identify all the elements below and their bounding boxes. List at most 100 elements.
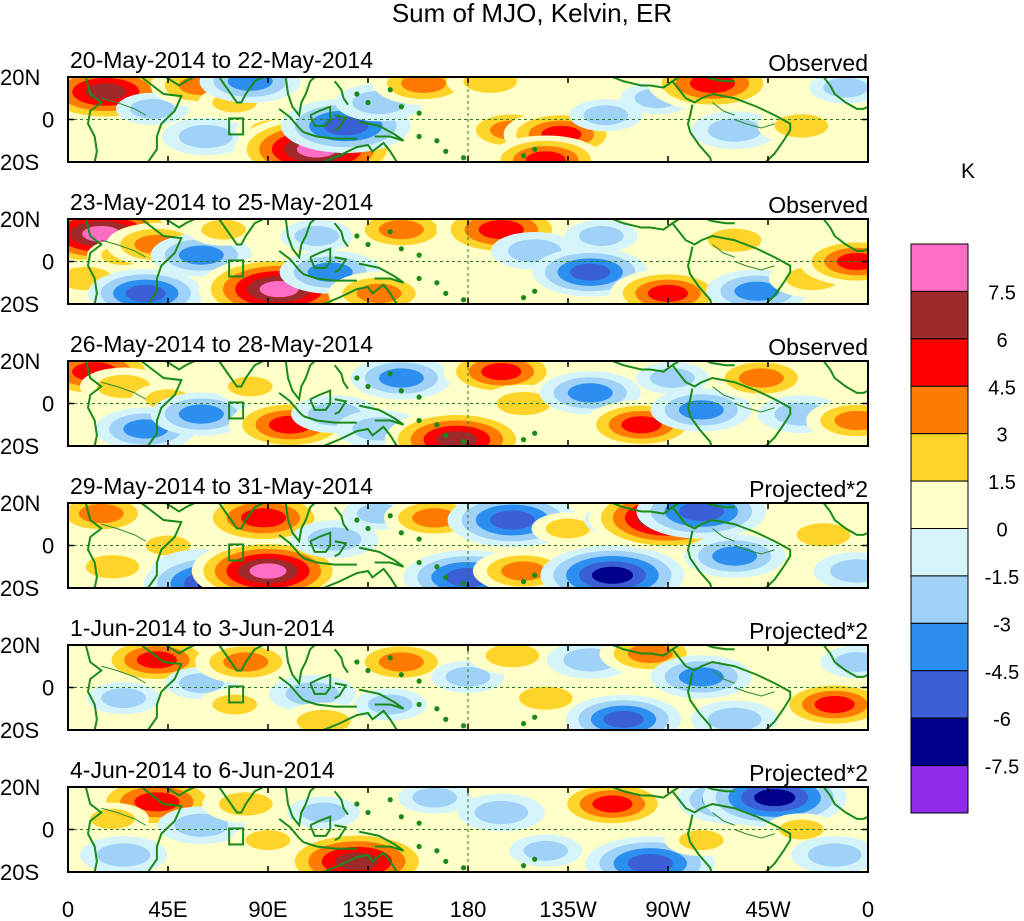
colorbar-unit-label: K: [961, 160, 975, 183]
warm-anomaly: [191, 539, 345, 588]
panel-status-label: Projected*2: [749, 760, 868, 786]
y-tick-label: 20S: [0, 150, 39, 175]
cool-anomaly: [350, 361, 452, 400]
colorbar-label: -7.5: [985, 757, 1019, 779]
y-tick-label: 0: [42, 392, 54, 417]
colorbar-label: 7.5: [988, 282, 1016, 304]
warm-anomaly: [554, 787, 671, 829]
x-tick-label: 90W: [645, 897, 690, 921]
warm-anomaly: [502, 679, 590, 718]
colorbar-swatch: [910, 622, 969, 672]
region-box: [228, 259, 245, 278]
y-tick-label: 20N: [0, 349, 40, 374]
panel-date-label: 4-Jun-2014 to 6-Jun-2014: [70, 757, 335, 783]
region-box: [228, 827, 245, 846]
y-tick-label: 20N: [0, 633, 40, 658]
colorbar-label: -6: [993, 709, 1011, 731]
warm-anomaly: [68, 503, 152, 536]
cool-anomaly: [691, 700, 779, 730]
panel-status-label: Projected*2: [749, 476, 868, 502]
x-tick-label: 90E: [248, 897, 287, 921]
anomaly-field: [68, 503, 868, 588]
warm-anomaly: [780, 515, 868, 554]
warm-anomaly: [198, 688, 272, 721]
y-tick-label: 20N: [0, 491, 40, 516]
warm-anomaly: [806, 398, 868, 443]
colorbar-swatch: [910, 243, 969, 292]
warm-anomaly: [488, 135, 604, 162]
warm-anomaly: [776, 680, 868, 729]
y-tick-label: 0: [42, 108, 54, 133]
y-tick-label: 20N: [0, 207, 40, 232]
cool-anomaly: [80, 836, 168, 872]
x-axis: 0 45E 90E 135E 180 135W 90W 45W 0: [62, 897, 874, 921]
cool-anomaly: [691, 111, 779, 150]
colorbar-label: -1.5: [985, 567, 1019, 589]
x-tick-label: 45W: [745, 897, 790, 921]
colorbar-swatch: [910, 433, 969, 482]
cool-anomaly: [280, 219, 354, 253]
panel-date-label: 20-May-2014 to 22-May-2014: [70, 47, 373, 73]
cool-anomaly: [565, 694, 682, 730]
warm-anomaly: [280, 702, 368, 730]
coastlines: [84, 787, 868, 872]
coastlines: [84, 645, 868, 730]
chart-title: Sum of MJO, Kelvin, ER: [392, 0, 672, 28]
coastlines: [84, 77, 868, 162]
panel-date-label: 26-May-2014 to 28-May-2014: [70, 331, 373, 357]
y-tick-label: 20N: [0, 775, 40, 800]
y-tick-label: 0: [42, 534, 54, 559]
colorbar-swatch: [910, 765, 969, 814]
cool-anomaly: [509, 834, 583, 867]
warm-anomaly: [610, 268, 726, 304]
colorbar-swatch: [910, 338, 969, 387]
region-box: [228, 401, 245, 420]
colorbar-label: -3: [993, 614, 1011, 636]
cool-anomaly: [398, 787, 472, 814]
warm-anomaly: [710, 361, 812, 400]
region-box: [228, 685, 245, 704]
warm-anomaly: [384, 409, 529, 446]
panel-status-label: Observed: [768, 334, 868, 360]
y-tick-label: 20S: [0, 718, 39, 743]
y-tick-label: 20S: [0, 292, 39, 317]
cool-anomaly: [564, 219, 638, 253]
x-tick-label: 0: [862, 897, 874, 921]
cool-anomaly: [820, 645, 868, 679]
y-tick-label: 20S: [0, 434, 39, 459]
x-tick-label: 135E: [342, 897, 393, 921]
y-tick-label: 20S: [0, 860, 39, 885]
cool-anomaly: [162, 117, 250, 156]
colorbar-label: 3: [996, 425, 1007, 447]
colorbar-swatch: [910, 290, 969, 340]
cool-anomaly: [88, 268, 204, 304]
x-tick-label: 135W: [539, 897, 597, 921]
y-tick-label: 20S: [0, 576, 39, 601]
panel-date-label: 23-May-2014 to 25-May-2014: [70, 189, 373, 215]
panel-status-label: Observed: [768, 192, 868, 218]
warm-anomaly: [350, 645, 452, 684]
region-box: [228, 543, 245, 562]
panel-status-label: Projected*2: [749, 618, 868, 644]
warm-anomaly: [76, 802, 149, 836]
y-tick-label: 0: [42, 818, 54, 843]
colorbar-label: -4.5: [985, 662, 1019, 684]
coastlines: [84, 503, 868, 588]
colorbar-swatch: [910, 528, 969, 577]
cool-anomaly: [540, 545, 685, 588]
colorbar: 7.5 6 4.5 3 1.5 0 -1.5 -3 -4.5 -6 -7.5: [910, 243, 1019, 814]
panel-date-label: 1-Jun-2014 to 3-Jun-2014: [70, 615, 335, 641]
warm-anomaly: [446, 77, 534, 101]
colorbar-label: 1.5: [988, 472, 1016, 494]
cool-anomaly: [457, 793, 545, 832]
warm-anomaly: [281, 830, 433, 872]
warm-anomaly: [664, 823, 738, 857]
